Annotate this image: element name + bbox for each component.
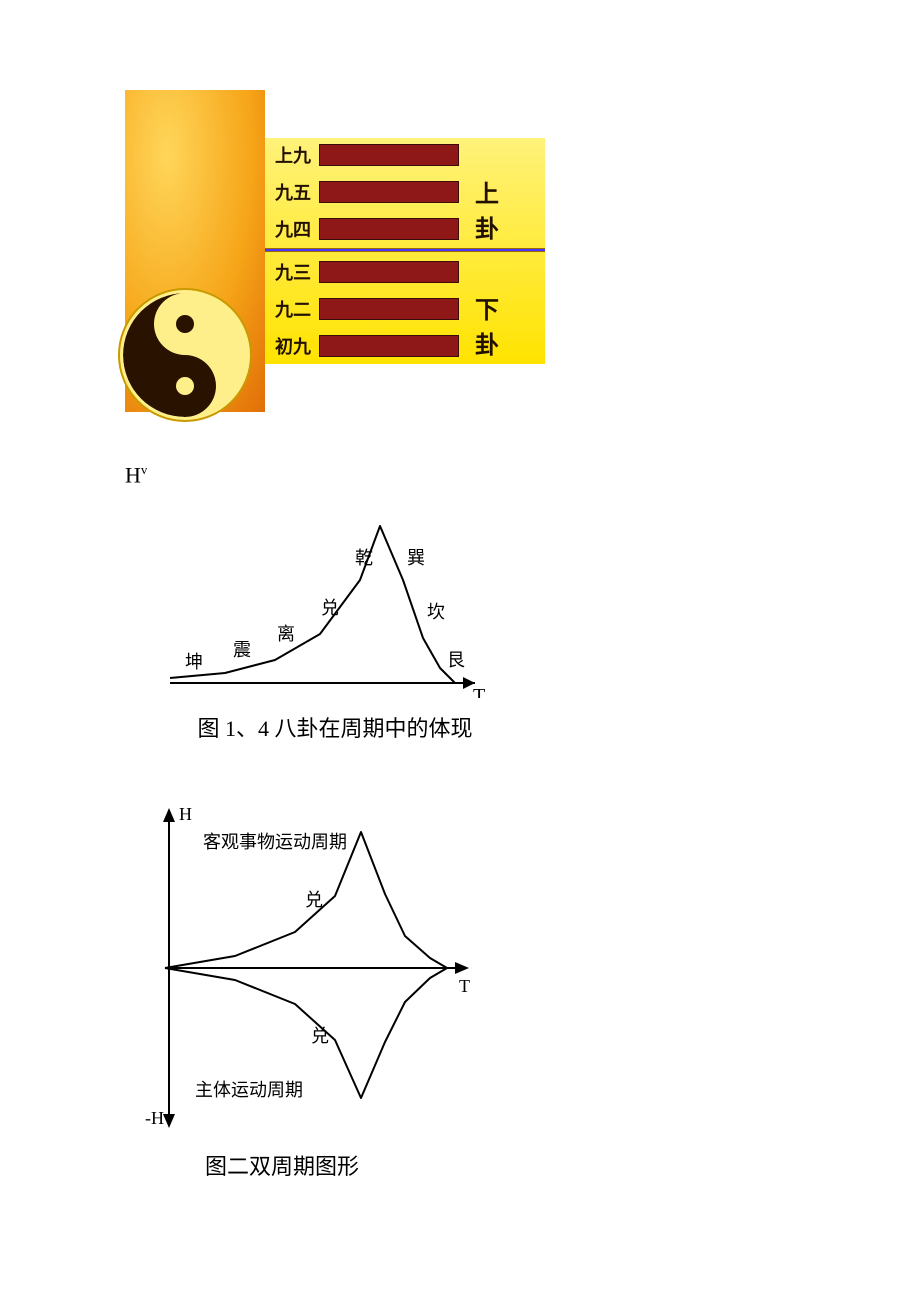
hexagram-line: 上九 xyxy=(265,138,545,171)
yao-bar xyxy=(319,181,459,203)
chart2-caption: 图二双周期图形 xyxy=(205,1149,545,1181)
chart1-caption: 图 1、4 八卦在周期中的体现 xyxy=(125,711,545,743)
svg-text:震: 震 xyxy=(233,640,251,660)
chart1-y-axis-label: Hv xyxy=(125,462,545,488)
taiji-icon xyxy=(115,285,255,425)
svg-text:乾: 乾 xyxy=(355,548,373,568)
yao-bar xyxy=(319,298,459,320)
svg-text:兑: 兑 xyxy=(311,1026,329,1046)
hexagram-line: 九三 xyxy=(265,255,545,288)
svg-text:T: T xyxy=(459,976,470,996)
svg-text:T: T xyxy=(473,685,485,698)
svg-text:主体运动周期: 主体运动周期 xyxy=(195,1080,303,1100)
yao-label: 上九 xyxy=(265,142,311,168)
yao-label: 九三 xyxy=(265,259,311,285)
svg-text:客观事物运动周期: 客观事物运动周期 xyxy=(203,832,347,852)
svg-text:兑: 兑 xyxy=(305,890,323,910)
chart1-plot: 坤 震 离 兑 乾 巽坎艮 T xyxy=(155,488,495,698)
yao-bar xyxy=(319,144,459,166)
chart-1: Hv 坤 震 离 兑 乾 巽坎艮 T 图 1、4 八卦在周期中的体现 xyxy=(125,462,545,743)
yao-bar xyxy=(319,335,459,357)
svg-text:-H: -H xyxy=(145,1108,164,1128)
chart2-plot: H-HT客观事物运动周期主体运动周期兑兑 xyxy=(145,798,485,1138)
svg-text:坎: 坎 xyxy=(427,602,445,622)
yao-label: 九五 xyxy=(265,179,311,205)
yao-bar xyxy=(319,261,459,283)
yao-label: 九二 xyxy=(265,296,311,322)
svg-text:H: H xyxy=(179,804,192,824)
yao-bar xyxy=(319,218,459,240)
yao-label: 九四 xyxy=(265,216,311,242)
upper-trigram-label: 上 卦 xyxy=(475,174,545,244)
lower-trigram-label: 下 卦 xyxy=(475,290,545,360)
svg-text:兑: 兑 xyxy=(321,598,339,618)
yao-label: 初九 xyxy=(265,333,311,359)
hexagram-figure: 上九 九五 九四 九三 九二 初九 xyxy=(125,90,545,412)
svg-text:坤: 坤 xyxy=(185,652,203,672)
svg-text:离: 离 xyxy=(277,624,295,644)
chart-2: H-HT客观事物运动周期主体运动周期兑兑 图二双周期图形 xyxy=(125,798,545,1181)
svg-text:艮: 艮 xyxy=(447,650,465,670)
svg-text:巽: 巽 xyxy=(407,548,425,568)
